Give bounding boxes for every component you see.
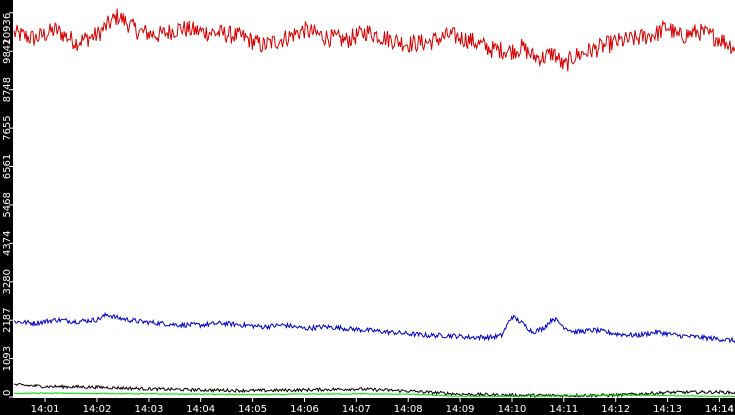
y-tick-label: 10936 — [2, 13, 13, 45]
x-tick-label: 14:14 — [705, 404, 734, 415]
y-tick-label: 0 — [2, 390, 13, 396]
x-tick-label: 14:11 — [549, 404, 578, 415]
x-tick-label: 14:13 — [653, 404, 682, 415]
x-axis-ticks: 14:01 14:02 14:03 14:04 14:05 14:06 14:07 14:08… — [31, 398, 734, 415]
y-tick-label: 2187 — [2, 307, 13, 332]
x-tick-label: 14:06 — [290, 404, 319, 415]
x-tick-label: 14:07 — [342, 404, 371, 415]
y-tick-label: 5468 — [2, 192, 13, 217]
y-tick-label: 1093 — [2, 346, 13, 371]
x-tick-label: 14:04 — [186, 404, 215, 415]
series-line-3 — [13, 382, 735, 399]
series-line-2 — [13, 311, 735, 344]
y-tick-label: 8748 — [2, 77, 13, 102]
x-tick-label: 14:02 — [83, 404, 112, 415]
y-tick-label: 3280 — [2, 269, 13, 294]
series-line-4 — [13, 392, 735, 398]
x-tick-label: 14:08 — [394, 404, 423, 415]
x-tick-label: 14:01 — [31, 404, 60, 415]
y-tick-label: 4374 — [2, 231, 13, 256]
series-line-1 — [13, 8, 735, 72]
x-tick-label: 14:05 — [238, 404, 267, 415]
x-tick-label: 14:03 — [134, 404, 163, 415]
series-layer — [13, 8, 735, 399]
y-tick-label: 9842 — [2, 38, 13, 63]
x-tick-label: 14:10 — [498, 404, 527, 415]
y-tick-label: 6561 — [2, 154, 13, 179]
x-axis-band — [0, 398, 735, 415]
x-tick-label: 14 — [721, 404, 734, 415]
y-tick-label: 7655 — [2, 115, 13, 140]
x-tick-label: 14:12 — [601, 404, 630, 415]
y-axis-ticks: 0 1093 2187 3280 4374 5468 6561 7655 8748 9842109… — [2, 12, 13, 398]
x-tick-label: 14:09 — [446, 404, 475, 415]
y-axis-band — [0, 0, 13, 415]
